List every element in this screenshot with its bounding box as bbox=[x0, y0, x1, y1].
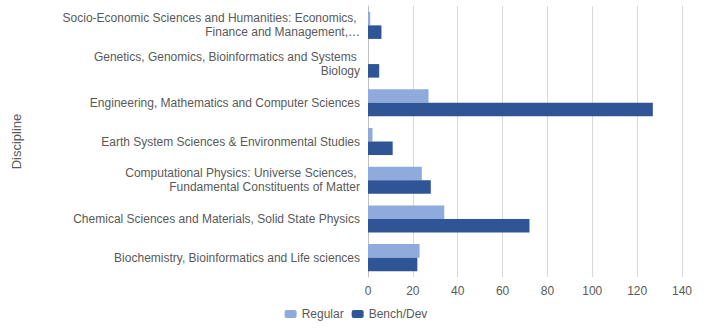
svg-text:100: 100 bbox=[582, 284, 602, 298]
svg-text:Engineering, Mathematics and C: Engineering, Mathematics and Computer Sc… bbox=[90, 96, 360, 110]
svg-text:80: 80 bbox=[541, 284, 555, 298]
svg-text:Bench/Dev: Bench/Dev bbox=[369, 307, 428, 321]
svg-text:Finance and Management,…: Finance and Management,… bbox=[205, 25, 360, 39]
svg-text:Genetics, Genomics, Bioinforma: Genetics, Genomics, Bioinformatics and S… bbox=[94, 50, 360, 64]
svg-text:120: 120 bbox=[627, 284, 647, 298]
svg-text:40: 40 bbox=[451, 284, 465, 298]
svg-text:Regular: Regular bbox=[302, 307, 344, 321]
svg-text:140: 140 bbox=[672, 284, 692, 298]
svg-text:Biology: Biology bbox=[321, 64, 360, 78]
svg-text:60: 60 bbox=[496, 284, 510, 298]
svg-text:Earth System Sciences & Enviro: Earth System Sciences & Environmental St… bbox=[101, 135, 360, 149]
svg-text:0: 0 bbox=[365, 284, 372, 298]
svg-text:Biochemistry, Bioinformatics a: Biochemistry, Bioinformatics and Life sc… bbox=[114, 251, 360, 265]
svg-text:20: 20 bbox=[406, 284, 420, 298]
svg-text:Socio-Economic Sciences and Hu: Socio-Economic Sciences and Humanities: … bbox=[63, 11, 360, 25]
svg-text:Discipline: Discipline bbox=[9, 114, 24, 170]
svg-text:Chemical Sciences and Material: Chemical Sciences and Materials, Solid S… bbox=[73, 212, 360, 226]
svg-text:Computational Physics: Univers: Computational Physics: Universe Sciences… bbox=[125, 166, 360, 180]
svg-text:Fundamental Constituents of Ma: Fundamental Constituents of Matter bbox=[169, 180, 360, 194]
